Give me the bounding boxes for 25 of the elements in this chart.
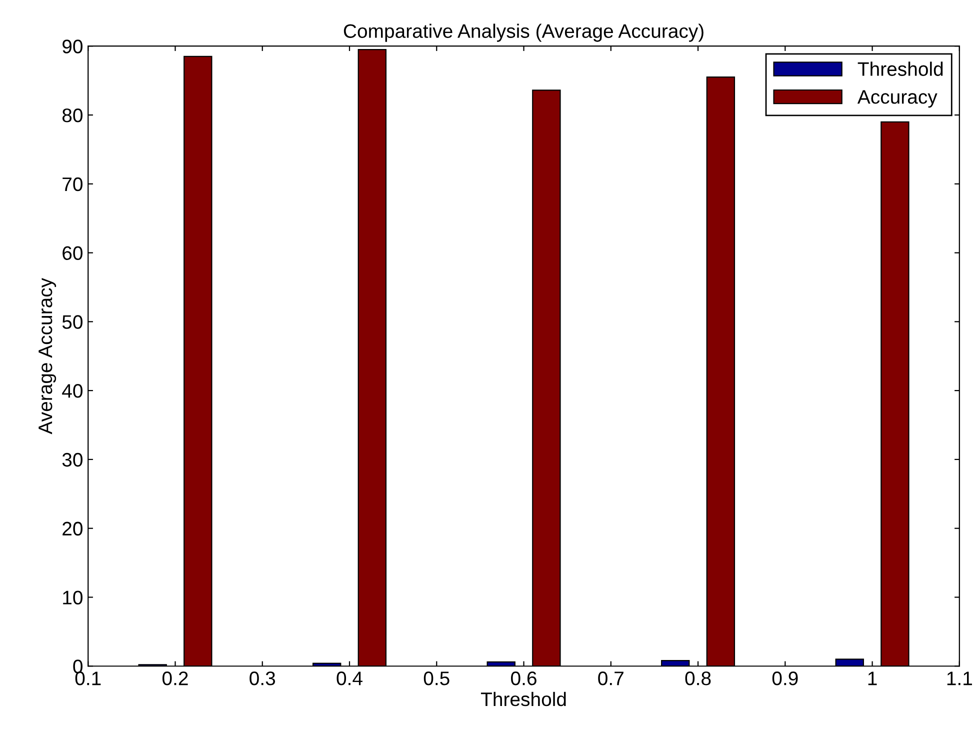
y-tick-label: 20 (62, 522, 82, 536)
x-tick-label: 0.4 (336, 671, 362, 686)
x-tick-label: 0.5 (424, 671, 450, 686)
legend-label: Threshold (858, 62, 943, 76)
y-tick-label: 50 (62, 315, 82, 329)
x-tick-label: 0.6 (511, 671, 536, 686)
x-tick-label: 0.3 (250, 671, 276, 686)
x-tick-label: 1.1 (947, 672, 972, 686)
x-tick-label: 0.7 (598, 671, 624, 686)
chart-title: Comparative Analysis (Average Accuracy) (344, 24, 704, 42)
x-tick-label: 0.2 (162, 671, 188, 686)
y-tick-label: 30 (62, 452, 82, 467)
x-tick-label: 1 (868, 672, 877, 686)
y-tick-label: 80 (62, 108, 82, 122)
y-tick-label: 10 (63, 590, 82, 604)
y-tick-label: 70 (62, 177, 82, 192)
x-tick-label: 0.1 (75, 671, 101, 686)
x-tick-label: 0.9 (772, 671, 798, 686)
x-tick-label: 0.8 (685, 671, 711, 686)
y-axis-title: Average Accuracy (38, 278, 56, 434)
y-tick-label: 90 (62, 40, 82, 54)
y-tick-label: 60 (62, 246, 82, 260)
y-tick-label: 40 (62, 384, 82, 398)
legend-label: Accuracy (857, 90, 938, 108)
x-axis-title: Threshold (480, 692, 566, 706)
